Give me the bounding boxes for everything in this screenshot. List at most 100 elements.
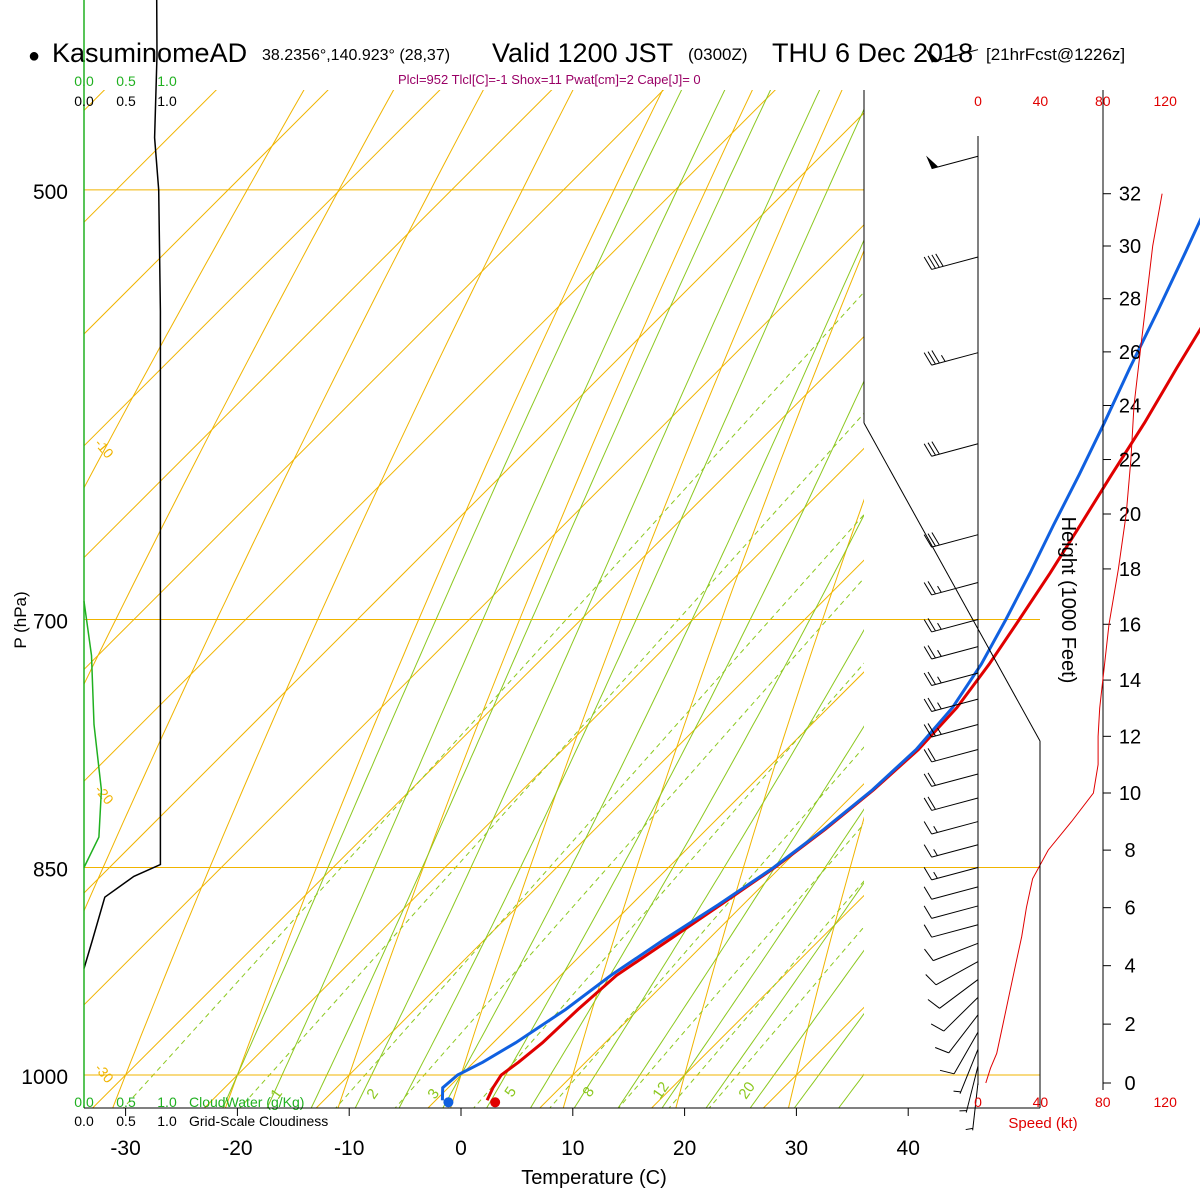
height-speed-panel: 0246810121416182022242628303200404080801… [974, 90, 1177, 1132]
wind-barb-full [924, 948, 934, 961]
height-axis-title: Height (1000 Feet) [1057, 517, 1079, 684]
wind-barb-full [927, 748, 936, 762]
mixing-ratio-line [668, 880, 864, 1108]
wind-barb-staff [931, 582, 979, 596]
wind-barb-full [923, 905, 933, 919]
wind-barb-staff [931, 724, 979, 738]
height-tick-label: 30 [1119, 236, 1141, 258]
wind-barb-full [923, 821, 933, 835]
wind-barb-full [931, 532, 940, 546]
dry-adiabat-line [84, 90, 395, 686]
temperature-tick-label: 10 [561, 1137, 584, 1160]
moist-adiabat-line [661, 808, 864, 1108]
wind-barb-staff [931, 698, 979, 712]
dry-adiabat-label: -10 [92, 435, 117, 461]
mixing-ratio-line [335, 513, 864, 1108]
valid-date: THU 6 Dec 2018 [772, 38, 973, 68]
wind-barb-full [927, 533, 936, 547]
wind-barb-full [927, 581, 936, 595]
height-tick-label: 32 [1119, 184, 1141, 206]
surface-dewpoint-dot [443, 1097, 454, 1108]
wind-barb-half [937, 727, 942, 735]
cloudwater-scale-label: 1.0 [157, 73, 177, 89]
isotherm-line [84, 90, 441, 447]
height-tick-label: 24 [1119, 395, 1141, 417]
speed-tick-label-bottom: 120 [1154, 1094, 1178, 1110]
wind-barb-staff [931, 866, 979, 881]
cloudiness-scale-label: 1.0 [157, 1113, 177, 1129]
moist-adiabat-line [617, 725, 864, 1108]
wind-barb-full [934, 1047, 949, 1054]
speed-tick-label-top: 120 [1154, 93, 1178, 109]
moist-adiabat-line [266, 90, 726, 1108]
wind-barb-staff [931, 619, 979, 633]
mixing-ratio-layer: 1 2 3 5 8 12 20 [122, 291, 864, 1108]
isotherm-line [84, 90, 217, 223]
height-tick-label: 8 [1124, 840, 1135, 862]
mixing-ratio-label: 20 [735, 1079, 758, 1102]
wind-barb-full [923, 924, 933, 938]
wind-barb-staff [931, 844, 979, 858]
station-coords: 38.2356°,140.923° (28,37) [262, 47, 450, 64]
moist-adiabat-line [705, 881, 864, 1108]
axis-labels-layer: -30 -20 -10 0 10 20 30 40 Temperature (C) P (hPa) [11, 591, 920, 1189]
height-tick-label: 28 [1119, 289, 1141, 311]
wind-barb-full [927, 796, 936, 810]
wind-barb-staff [931, 352, 979, 366]
height-tick-label: 6 [1124, 898, 1135, 920]
wind-barb-full [923, 886, 933, 900]
temperature-tick-label: -20 [222, 1137, 252, 1160]
wind-barb-half [937, 585, 942, 593]
dry-adiabat-line [895, 0, 1200, 1137]
wind-barb-full [931, 441, 940, 455]
cloudiness-profile [83, 0, 162, 969]
moist-adiabat-line [354, 90, 821, 1108]
mixing-ratio-label: 2 [363, 1086, 382, 1103]
moist-adiabat-line [749, 949, 864, 1108]
pressure-axis-title: P (hPa) [11, 591, 30, 648]
mixing-ratio-line [122, 291, 864, 1108]
speed-axis-label: Speed (kt) [1008, 1115, 1077, 1132]
valid-time: Valid 1200 JST [492, 38, 673, 68]
isotherm-line [91, 335, 864, 1108]
stability-indices: Plcl=952 Tlcl[C]=-1 Shox=11 Pwat[cm]=2 C… [398, 72, 701, 87]
dry-adiabat-line [337, 90, 753, 1108]
height-tick-label: 2 [1124, 1014, 1135, 1036]
isotherm-line [846, 0, 1200, 1137]
wind-barb-full [923, 844, 933, 858]
height-tick-label: 0 [1124, 1073, 1135, 1095]
mixing-ratio-line [617, 823, 864, 1108]
wind-barb-full [923, 443, 933, 457]
plot-frame [84, 90, 1041, 1109]
wind-barb-full [923, 698, 933, 712]
wind-barb-staff [931, 155, 979, 170]
height-tick-label: 12 [1119, 726, 1141, 748]
moist-adiabat-line [222, 90, 683, 1108]
isotherm-line [84, 90, 553, 559]
moist-adiabat-label: 30 [1010, 639, 1045, 674]
height-tick-label: 14 [1119, 670, 1141, 692]
wind-barb-full [931, 254, 940, 268]
wind-barb-full [927, 772, 936, 786]
wind-barb-full [925, 974, 937, 986]
moist-adiabat-line [486, 379, 864, 1108]
forecast-info: [21hrFcst@1226z] [986, 45, 1125, 64]
mixing-ratio-line [708, 926, 864, 1108]
wind-barb-half [933, 871, 938, 879]
wind-barb-full [923, 582, 933, 596]
sounding-profiles-layer [440, 217, 1200, 1108]
wind-barb-pennant [926, 49, 939, 63]
wind-barb-full [927, 645, 936, 659]
moist-adiabat-label: 20 [952, 534, 987, 569]
isotherm-line [84, 90, 665, 671]
wind-barb-full [927, 723, 936, 737]
wind-barb-staff [972, 1082, 979, 1131]
wind-barb-pennant [926, 155, 939, 169]
isotherm-line [650, 894, 864, 1108]
mixing-ratio-line [394, 577, 864, 1108]
dry-adiabat-line [84, 90, 305, 489]
wind-barb-full [923, 352, 933, 366]
wind-barb-full [927, 351, 936, 365]
